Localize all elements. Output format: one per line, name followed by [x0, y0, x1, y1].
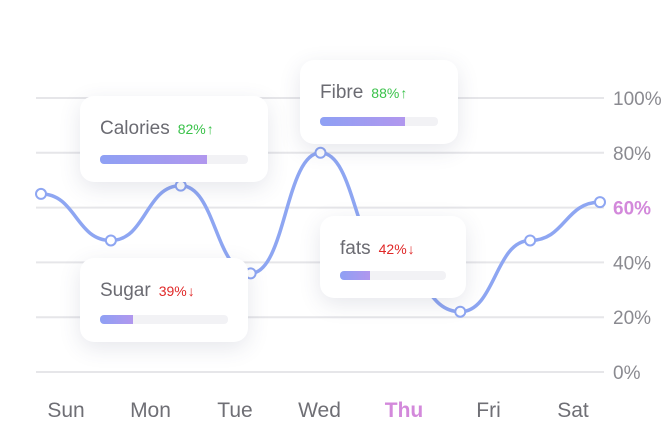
sugar-progress-track	[100, 315, 228, 324]
data-point	[454, 305, 467, 318]
data-point	[35, 187, 47, 200]
arrow-up-icon: ↑	[400, 85, 408, 101]
fibre-progress-track	[320, 117, 438, 126]
fats-progress-fill	[340, 271, 370, 280]
calories-progress-fill	[100, 155, 207, 164]
data-point	[104, 234, 117, 247]
sugar-card: Sugar 39%↓	[80, 258, 248, 342]
fats-card: fats 42%↓	[320, 216, 466, 298]
data-point	[594, 196, 606, 209]
fibre-percent: 88%	[371, 85, 400, 101]
x-tick-label: Wed	[298, 399, 341, 422]
calories-label: Calories	[100, 118, 170, 139]
fibre-progress-fill	[320, 117, 405, 126]
x-tick-label: Fri	[476, 399, 501, 422]
data-point	[174, 179, 187, 192]
x-tick-label: Sat	[557, 399, 589, 422]
sugar-label: Sugar	[100, 280, 151, 301]
sugar-progress-fill	[100, 315, 134, 324]
y-tick-label: 80%	[613, 144, 651, 165]
calories-card: Calories 82%↑	[80, 96, 268, 182]
x-tick-label: Tue	[217, 399, 252, 422]
calories-percent: 82%	[177, 121, 206, 137]
x-tick-label: Thu	[385, 399, 423, 422]
x-tick-label: Sun	[47, 399, 84, 422]
x-tick-label: Mon	[130, 399, 171, 422]
fats-progress-track	[340, 271, 446, 280]
data-point	[524, 234, 537, 247]
arrow-up-icon: ↑	[206, 121, 214, 137]
sugar-percent: 39%	[158, 283, 187, 299]
fibre-label: Fibre	[320, 82, 364, 103]
arrow-down-icon: ↓	[407, 241, 415, 257]
y-tick-label: 0%	[613, 363, 641, 384]
y-tick-label: 60%	[613, 199, 651, 220]
data-point	[314, 146, 327, 159]
fibre-card: Fibre 88%↑	[300, 60, 458, 144]
arrow-down-icon: ↓	[187, 283, 195, 299]
calories-progress-track	[100, 155, 248, 164]
y-tick-label: 20%	[613, 308, 651, 329]
y-tick-label: 40%	[613, 253, 651, 274]
fats-label: fats	[340, 238, 371, 259]
fats-percent: 42%	[378, 241, 407, 257]
y-tick-label: 100%	[613, 89, 662, 110]
